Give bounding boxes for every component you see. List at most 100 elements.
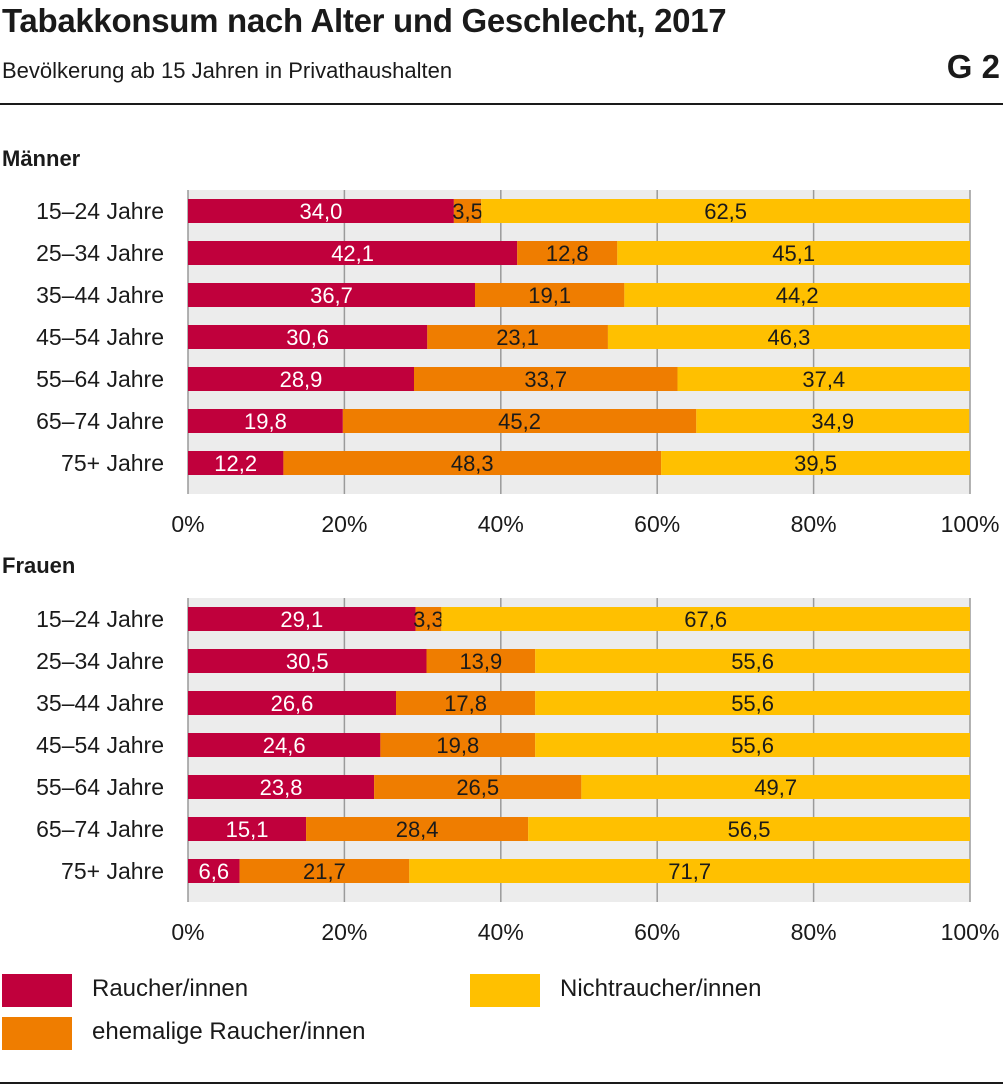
- data-label-raucher: 24,6: [263, 733, 306, 758]
- data-label-nichtraucher: 56,5: [728, 817, 771, 842]
- x-tick-label: 100%: [941, 919, 1000, 945]
- bottom-divider: [0, 1082, 1003, 1084]
- chart-frauen: 0% 20% 40% 60% 80% 100% 15–24 Jahre 29,1 3,3 67,6…: [36, 598, 1000, 945]
- bar-ehemalige-65-74-jahre: [342, 409, 697, 433]
- x-tick-label: 100%: [941, 511, 1000, 537]
- data-label-ehemalige: 26,5: [456, 775, 499, 800]
- bar-raucher-55-64-jahre: [188, 775, 375, 799]
- bar-ehemalige-45-54-jahre: [427, 325, 608, 349]
- data-label-raucher: 29,1: [280, 607, 323, 632]
- top-divider: [0, 103, 1003, 105]
- bar-nichtraucher-55-64-jahre: [677, 367, 970, 391]
- data-label-ehemalige: 48,3: [451, 451, 494, 476]
- legend-swatch-ehemalige: [2, 1017, 72, 1050]
- bar-nichtraucher-75plus-jahre: [661, 451, 970, 475]
- chart-maenner: 0% 20% 40% 60% 80% 100% 15–24 Jahre 34,0 3,5 62,5…: [36, 190, 1000, 537]
- bar-nichtraucher-45-54-jahre: [607, 325, 970, 349]
- bar-ehemalige-45-54-jahre: [380, 733, 536, 757]
- bar-raucher-65-74-jahre: [188, 817, 307, 841]
- bar-raucher-75plus-jahre: [188, 859, 240, 883]
- data-label-raucher: 26,6: [271, 691, 314, 716]
- bar-nichtraucher-25-34-jahre: [535, 649, 970, 673]
- bar-raucher-45-54-jahre: [188, 325, 428, 349]
- data-label-raucher: 34,0: [300, 199, 343, 224]
- section-title-frauen: Frauen: [2, 553, 76, 578]
- bar-nichtraucher-15-24-jahre: [481, 199, 970, 223]
- bar-raucher-75plus-jahre: [188, 451, 284, 475]
- data-label-raucher: 36,7: [310, 283, 353, 308]
- chart-title: Tabakkonsum nach Alter und Geschlecht, 2…: [2, 2, 727, 39]
- data-label-nichtraucher: 44,2: [776, 283, 819, 308]
- bar-raucher-65-74-jahre: [188, 409, 343, 433]
- section-title-maenner: Männer: [2, 146, 81, 171]
- data-label-raucher: 28,9: [280, 367, 323, 392]
- bar-raucher-55-64-jahre: [188, 367, 414, 391]
- category-label: 35–44 Jahre: [36, 282, 164, 308]
- bar-ehemalige-75plus-jahre: [239, 859, 410, 883]
- bar-nichtraucher-65-74-jahre: [528, 817, 970, 841]
- bar-ehemalige-55-64-jahre: [413, 367, 678, 391]
- category-label: 25–34 Jahre: [36, 648, 164, 674]
- data-label-nichtraucher: 37,4: [802, 367, 845, 392]
- x-tick-label: 40%: [478, 919, 524, 945]
- bar-nichtraucher-55-64-jahre: [581, 775, 970, 799]
- bar-ehemalige-25-34-jahre: [426, 649, 536, 673]
- data-label-raucher: 42,1: [331, 241, 374, 266]
- bar-raucher-45-54-jahre: [188, 733, 381, 757]
- category-label: 75+ Jahre: [61, 450, 164, 476]
- category-label: 55–64 Jahre: [36, 366, 164, 392]
- data-label-nichtraucher: 67,6: [684, 607, 727, 632]
- data-label-ehemalige: 12,8: [546, 241, 589, 266]
- chart-subtitle: Bevölkerung ab 15 Jahren in Privathausha…: [2, 58, 453, 83]
- data-label-nichtraucher: 45,1: [772, 241, 815, 266]
- x-tick-label: 60%: [634, 511, 680, 537]
- bar-ehemalige-35-44-jahre: [474, 283, 625, 307]
- data-label-nichtraucher: 39,5: [794, 451, 837, 476]
- legend-swatch-nichtraucher: [470, 974, 540, 1007]
- bar-nichtraucher-15-24-jahre: [441, 607, 970, 631]
- data-label-ehemalige: 19,1: [528, 283, 571, 308]
- bar-nichtraucher-75plus-jahre: [409, 859, 970, 883]
- x-tick-label: 0%: [171, 511, 204, 537]
- data-label-raucher: 15,1: [226, 817, 269, 842]
- x-tick-label: 0%: [171, 919, 204, 945]
- category-label: 25–34 Jahre: [36, 240, 164, 266]
- data-label-ehemalige: 33,7: [524, 367, 567, 392]
- x-tick-label: 40%: [478, 511, 524, 537]
- bar-ehemalige-15-24-jahre: [453, 199, 482, 223]
- category-label: 55–64 Jahre: [36, 774, 164, 800]
- data-label-ehemalige: 17,8: [444, 691, 487, 716]
- data-label-ehemalige: 19,8: [436, 733, 479, 758]
- data-label-nichtraucher: 55,6: [731, 691, 774, 716]
- category-label: 45–54 Jahre: [36, 732, 164, 758]
- category-label: 45–54 Jahre: [36, 324, 164, 350]
- data-label-nichtraucher: 71,7: [668, 859, 711, 884]
- bar-ehemalige-65-74-jahre: [306, 817, 529, 841]
- data-label-raucher: 6,6: [199, 859, 230, 884]
- x-tick-label: 60%: [634, 919, 680, 945]
- category-label: 15–24 Jahre: [36, 198, 164, 224]
- data-label-nichtraucher: 49,7: [754, 775, 797, 800]
- bar-ehemalige-75plus-jahre: [283, 451, 662, 475]
- data-label-nichtraucher: 46,3: [768, 325, 811, 350]
- data-label-ehemalige: 23,1: [496, 325, 539, 350]
- data-label-raucher: 12,2: [214, 451, 257, 476]
- category-label: 35–44 Jahre: [36, 690, 164, 716]
- bar-ehemalige-25-34-jahre: [517, 241, 618, 265]
- data-label-ehemalige: 3,3: [413, 607, 444, 632]
- category-label: 15–24 Jahre: [36, 606, 164, 632]
- data-label-nichtraucher: 34,9: [811, 409, 854, 434]
- data-label-raucher: 23,8: [260, 775, 303, 800]
- bar-nichtraucher-35-44-jahre: [624, 283, 970, 307]
- data-label-raucher: 19,8: [244, 409, 287, 434]
- bar-ehemalige-35-44-jahre: [396, 691, 536, 715]
- x-tick-label: 80%: [791, 919, 837, 945]
- category-label: 75+ Jahre: [61, 858, 164, 884]
- bar-ehemalige-15-24-jahre: [415, 607, 442, 631]
- data-label-ehemalige: 3,5: [452, 199, 483, 224]
- figure-code: G 2: [946, 48, 1000, 85]
- bar-raucher-25-34-jahre: [188, 649, 427, 673]
- data-label-ehemalige: 21,7: [303, 859, 346, 884]
- category-label: 65–74 Jahre: [36, 816, 164, 842]
- legend-label-raucher: Raucher/innen: [92, 975, 249, 1002]
